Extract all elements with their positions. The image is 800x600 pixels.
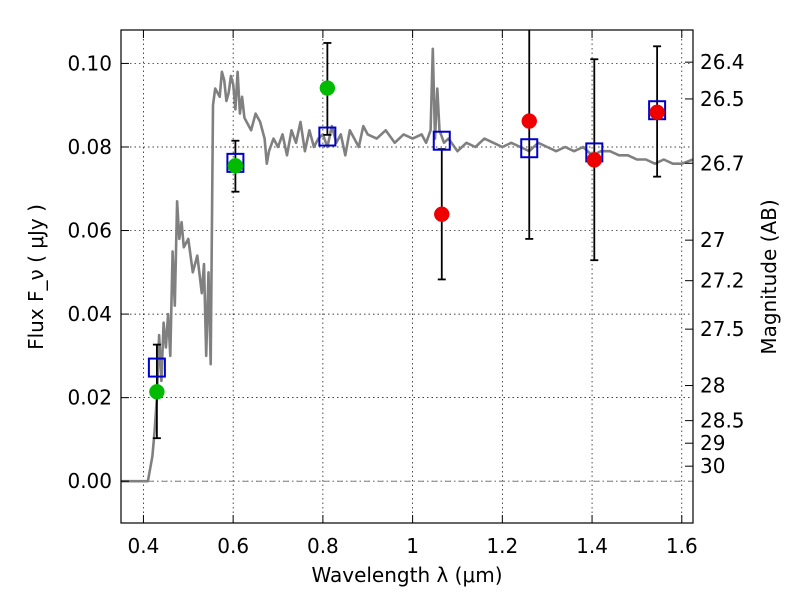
y-tick-label: 0.08 xyxy=(67,135,112,159)
y-tick-label: 0.02 xyxy=(67,386,112,410)
y-tick-label: 0.04 xyxy=(67,302,112,326)
x-tick-label: 0.4 xyxy=(128,534,160,558)
x-axis-label: Wavelength λ (μm) xyxy=(311,563,502,587)
x-tick-label: 0.8 xyxy=(307,534,339,558)
y-tick-label: 0.00 xyxy=(67,469,112,493)
axis-ticks: 0.4 0.6 0.8 1 1.2 1.4 1.6 0.00 0.02 0.04 0.06 0.08 0… xyxy=(67,30,745,558)
magnitude-tick-label: 26.4 xyxy=(700,50,745,74)
data-series xyxy=(121,47,694,483)
magnitude-tick-label: 28.5 xyxy=(700,409,745,433)
x-tick-label: 1.6 xyxy=(666,534,698,558)
model-spectrum-line xyxy=(121,47,694,483)
magnitude-tick-label: 30 xyxy=(700,454,725,478)
observed-flux-point xyxy=(227,158,244,174)
model-synthetic-photometry-square xyxy=(520,138,539,159)
y-tick-label: 0.10 xyxy=(67,51,112,75)
observed-flux-point xyxy=(521,113,538,129)
data-markers xyxy=(147,80,667,400)
model-synthetic-photometry-square xyxy=(432,130,451,151)
observed-flux-point xyxy=(649,104,665,121)
x-tick-label: 0.6 xyxy=(217,534,249,558)
grid-lines xyxy=(121,30,693,523)
magnitude-tick-label: 29 xyxy=(700,431,725,455)
magnitude-tick-label: 27.2 xyxy=(700,269,745,293)
y-tick-label: 0.06 xyxy=(67,219,112,243)
observed-flux-point xyxy=(149,384,165,400)
magnitude-tick-label: 28 xyxy=(700,374,725,398)
model-synthetic-photometry-square xyxy=(147,357,166,378)
magnitude-tick-label: 26.7 xyxy=(700,151,745,175)
observed-flux-point xyxy=(586,152,603,168)
magnitude-tick-label: 27 xyxy=(700,228,725,252)
magnitude-tick-label: 27.5 xyxy=(700,317,745,341)
model-synthetic-photometry-square xyxy=(318,126,337,147)
y-axis-label: Flux F_ν ( μJy ) xyxy=(24,204,48,350)
x-tick-label: 1 xyxy=(406,534,419,558)
observed-flux-point xyxy=(434,206,450,222)
observed-flux-point xyxy=(319,80,336,96)
right-axis-label: Magnitude (AB) xyxy=(757,199,781,354)
x-tick-label: 1.4 xyxy=(576,534,608,558)
x-tick-label: 1.2 xyxy=(486,534,518,558)
magnitude-tick-label: 26.5 xyxy=(700,87,745,111)
plot-frame xyxy=(120,29,694,524)
